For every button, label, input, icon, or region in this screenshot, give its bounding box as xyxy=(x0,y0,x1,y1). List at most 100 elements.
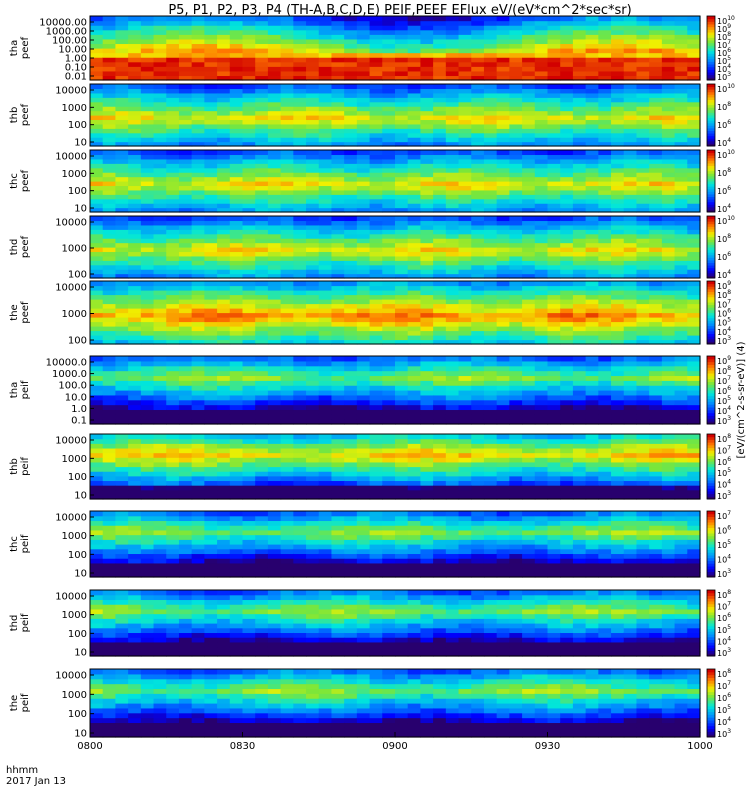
heatmap-cell xyxy=(522,25,536,31)
heatmap-cell xyxy=(369,494,383,500)
heatmap-cell xyxy=(369,198,383,204)
heatmap-cell xyxy=(191,339,205,345)
heatmap-cell xyxy=(496,269,510,275)
heatmap-cell xyxy=(229,308,244,314)
heatmap-cell xyxy=(331,285,345,291)
heatmap-cell xyxy=(306,326,320,332)
heatmap-cell xyxy=(267,198,282,204)
heatmap-cell xyxy=(649,251,663,257)
heatmap-cell xyxy=(458,489,472,495)
heatmap-cell xyxy=(229,66,244,72)
heatmap-cell xyxy=(407,443,422,449)
heatmap-cell xyxy=(598,229,612,235)
heatmap-cell xyxy=(356,185,371,191)
heatmap-cell xyxy=(534,185,549,191)
heatmap-cell xyxy=(547,203,561,209)
heatmap-cell xyxy=(687,330,701,336)
heatmap-cell xyxy=(471,339,485,345)
heatmap-cell xyxy=(471,29,485,35)
colorbar-tick-label: 103 xyxy=(717,335,731,346)
heatmap-cell xyxy=(318,52,333,58)
heatmap-cell xyxy=(306,20,320,26)
heatmap-cell xyxy=(191,216,205,222)
heatmap-cell xyxy=(217,189,231,195)
heatmap-cell xyxy=(471,294,485,300)
heatmap-cell xyxy=(661,189,676,195)
heatmap-cell xyxy=(598,203,612,209)
heatmap-cell xyxy=(420,335,434,341)
heatmap-cell xyxy=(420,461,434,468)
heatmap-cell xyxy=(153,303,167,309)
colorbar-step xyxy=(707,336,715,340)
heatmap-cell xyxy=(611,48,625,54)
heatmap-cell xyxy=(166,299,180,305)
heatmap-cell xyxy=(534,16,549,22)
heatmap-cell xyxy=(280,123,294,129)
heatmap-cell xyxy=(280,150,294,156)
heatmap-cell xyxy=(407,61,422,67)
heatmap-cell xyxy=(217,335,231,341)
heatmap-cell xyxy=(140,317,155,323)
colorbar-tick-label: 104 xyxy=(717,326,731,337)
heatmap-cell xyxy=(217,137,231,143)
heatmap-cell xyxy=(102,154,117,160)
heatmap-cell xyxy=(166,264,180,270)
heatmap-cell xyxy=(344,34,358,40)
panel-frame xyxy=(89,215,701,279)
heatmap-cell xyxy=(153,390,167,396)
heatmap-cell xyxy=(115,299,129,305)
heatmap-cell xyxy=(661,326,676,332)
heatmap-cell xyxy=(598,123,612,129)
heatmap-cell xyxy=(407,326,422,332)
colorbar-tick-base: 10 xyxy=(717,328,727,337)
heatmap-cell xyxy=(661,216,676,222)
heatmap-cell xyxy=(560,132,574,138)
heatmap-cell xyxy=(267,443,282,449)
heatmap-cell xyxy=(255,466,269,472)
ytick-label: 10000.0 xyxy=(46,358,87,369)
heatmap-cell xyxy=(178,308,193,314)
heatmap-cell xyxy=(178,20,193,26)
heatmap-cell xyxy=(522,251,536,257)
colorbar-tick-label: 106 xyxy=(717,47,731,58)
heatmap-cell xyxy=(611,75,625,81)
heatmap-cell xyxy=(420,203,434,209)
heatmap-cell xyxy=(560,66,574,72)
heatmap-cell xyxy=(598,52,612,58)
heatmap-cell xyxy=(458,48,472,54)
heatmap-cell xyxy=(483,489,498,495)
heatmap-cell xyxy=(102,20,117,26)
heatmap-cell xyxy=(153,29,167,35)
heatmap-cell xyxy=(178,220,193,226)
heatmap-cell xyxy=(255,360,269,367)
colorbar-step xyxy=(707,168,715,172)
heatmap-cell xyxy=(115,404,129,411)
heatmap-cell xyxy=(649,273,663,279)
heatmap-cell xyxy=(318,198,333,204)
heatmap-cell xyxy=(255,475,269,482)
heatmap-cell xyxy=(115,339,129,345)
heatmap-cell xyxy=(153,233,167,239)
heatmap-cell xyxy=(382,380,396,386)
heatmap-cell xyxy=(102,494,117,500)
heatmap-cell xyxy=(547,84,561,90)
heatmap-cell xyxy=(522,185,536,191)
heatmap-cell xyxy=(674,394,688,401)
heatmap-cell xyxy=(153,238,167,244)
heatmap-cell xyxy=(496,308,510,314)
heatmap-cell xyxy=(191,141,205,147)
heatmap-cell xyxy=(623,443,638,449)
heatmap-cell xyxy=(267,461,282,468)
heatmap-cell xyxy=(572,457,587,463)
heatmap-cell xyxy=(509,419,523,425)
heatmap-cell xyxy=(166,70,180,77)
heatmap-cell xyxy=(115,167,129,173)
heatmap-cell xyxy=(166,119,180,125)
heatmap-cell xyxy=(560,207,574,213)
heatmap-cell xyxy=(318,443,333,449)
heatmap-cell xyxy=(687,70,701,77)
heatmap-cell xyxy=(318,452,333,458)
colorbar-step xyxy=(707,272,715,276)
heatmap-cell xyxy=(534,294,549,300)
heatmap-cell xyxy=(356,273,371,279)
